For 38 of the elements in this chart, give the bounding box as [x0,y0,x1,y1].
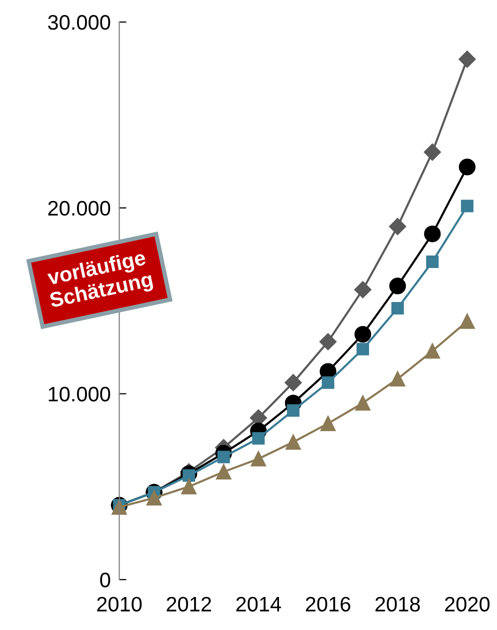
point [458,158,476,176]
point [424,226,441,242]
point [426,256,439,268]
y-tick-label: 30.000 [48,15,110,30]
point [250,451,266,466]
point [355,395,370,411]
point [320,416,336,432]
y-tick-label: 20.000 [48,200,110,216]
point [458,50,476,68]
point [216,464,232,480]
point [390,371,406,387]
x-tick-label: 2014 [236,596,282,612]
point [424,343,440,359]
point [146,490,162,506]
x-tick-label: 2012 [166,596,211,612]
point [460,314,475,329]
point [286,434,301,450]
point [322,376,334,389]
point [252,432,265,445]
x-tick-label: 2016 [306,596,350,612]
x-tick-label: 2010 [97,596,142,612]
point [389,218,406,236]
point [354,326,372,343]
point [391,302,404,315]
point [284,374,302,392]
x-tick-label: 2020 [445,596,490,612]
point [181,479,196,494]
point [356,342,370,356]
point [460,200,474,212]
point [354,281,372,298]
point [389,278,406,294]
point [286,404,300,417]
y-tick-label: 0 [100,572,110,588]
y-tick-label: 10.000 [48,386,110,402]
point [424,144,441,161]
annotation: vorläufige Schätzung [46,250,154,312]
x-tick-label: 2018 [375,596,420,612]
point [319,333,337,350]
